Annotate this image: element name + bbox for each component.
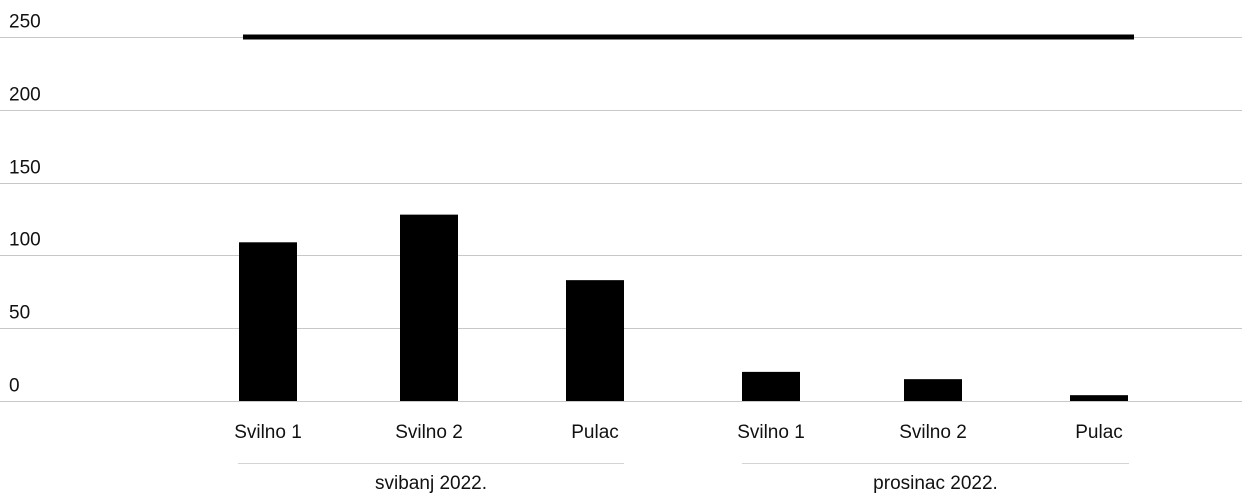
bar	[400, 214, 458, 401]
y-tick-label: 100	[9, 230, 41, 251]
bar	[566, 280, 624, 401]
category-label: Svilno 2	[899, 422, 967, 443]
y-tick-label: 250	[9, 12, 41, 33]
bar	[904, 379, 962, 401]
group-label: svibanj 2022.	[375, 473, 487, 494]
group-labels: svibanj 2022. prosinac 2022.	[238, 463, 1129, 494]
category-label: Pulac	[571, 422, 619, 443]
bar	[742, 371, 800, 401]
bar	[239, 242, 297, 401]
y-tick-label: 50	[9, 303, 30, 324]
category-label: Svilno 2	[395, 422, 463, 443]
category-labels: Svilno 1 Svilno 2 Pulac Svilno 1 Svilno 2 Pul…	[234, 422, 1123, 443]
category-label: Svilno 1	[737, 422, 805, 443]
group-label: prosinac 2022.	[873, 473, 998, 494]
category-label: Pulac	[1075, 422, 1123, 443]
y-tick-label: 0	[9, 376, 20, 397]
y-axis-tick-labels: 0 50 100 150 200 250	[9, 12, 41, 397]
y-tick-label: 150	[9, 158, 41, 179]
category-label: Svilno 1	[234, 422, 302, 443]
bars	[239, 214, 1128, 401]
bar	[1070, 395, 1128, 401]
y-tick-label: 200	[9, 85, 41, 106]
